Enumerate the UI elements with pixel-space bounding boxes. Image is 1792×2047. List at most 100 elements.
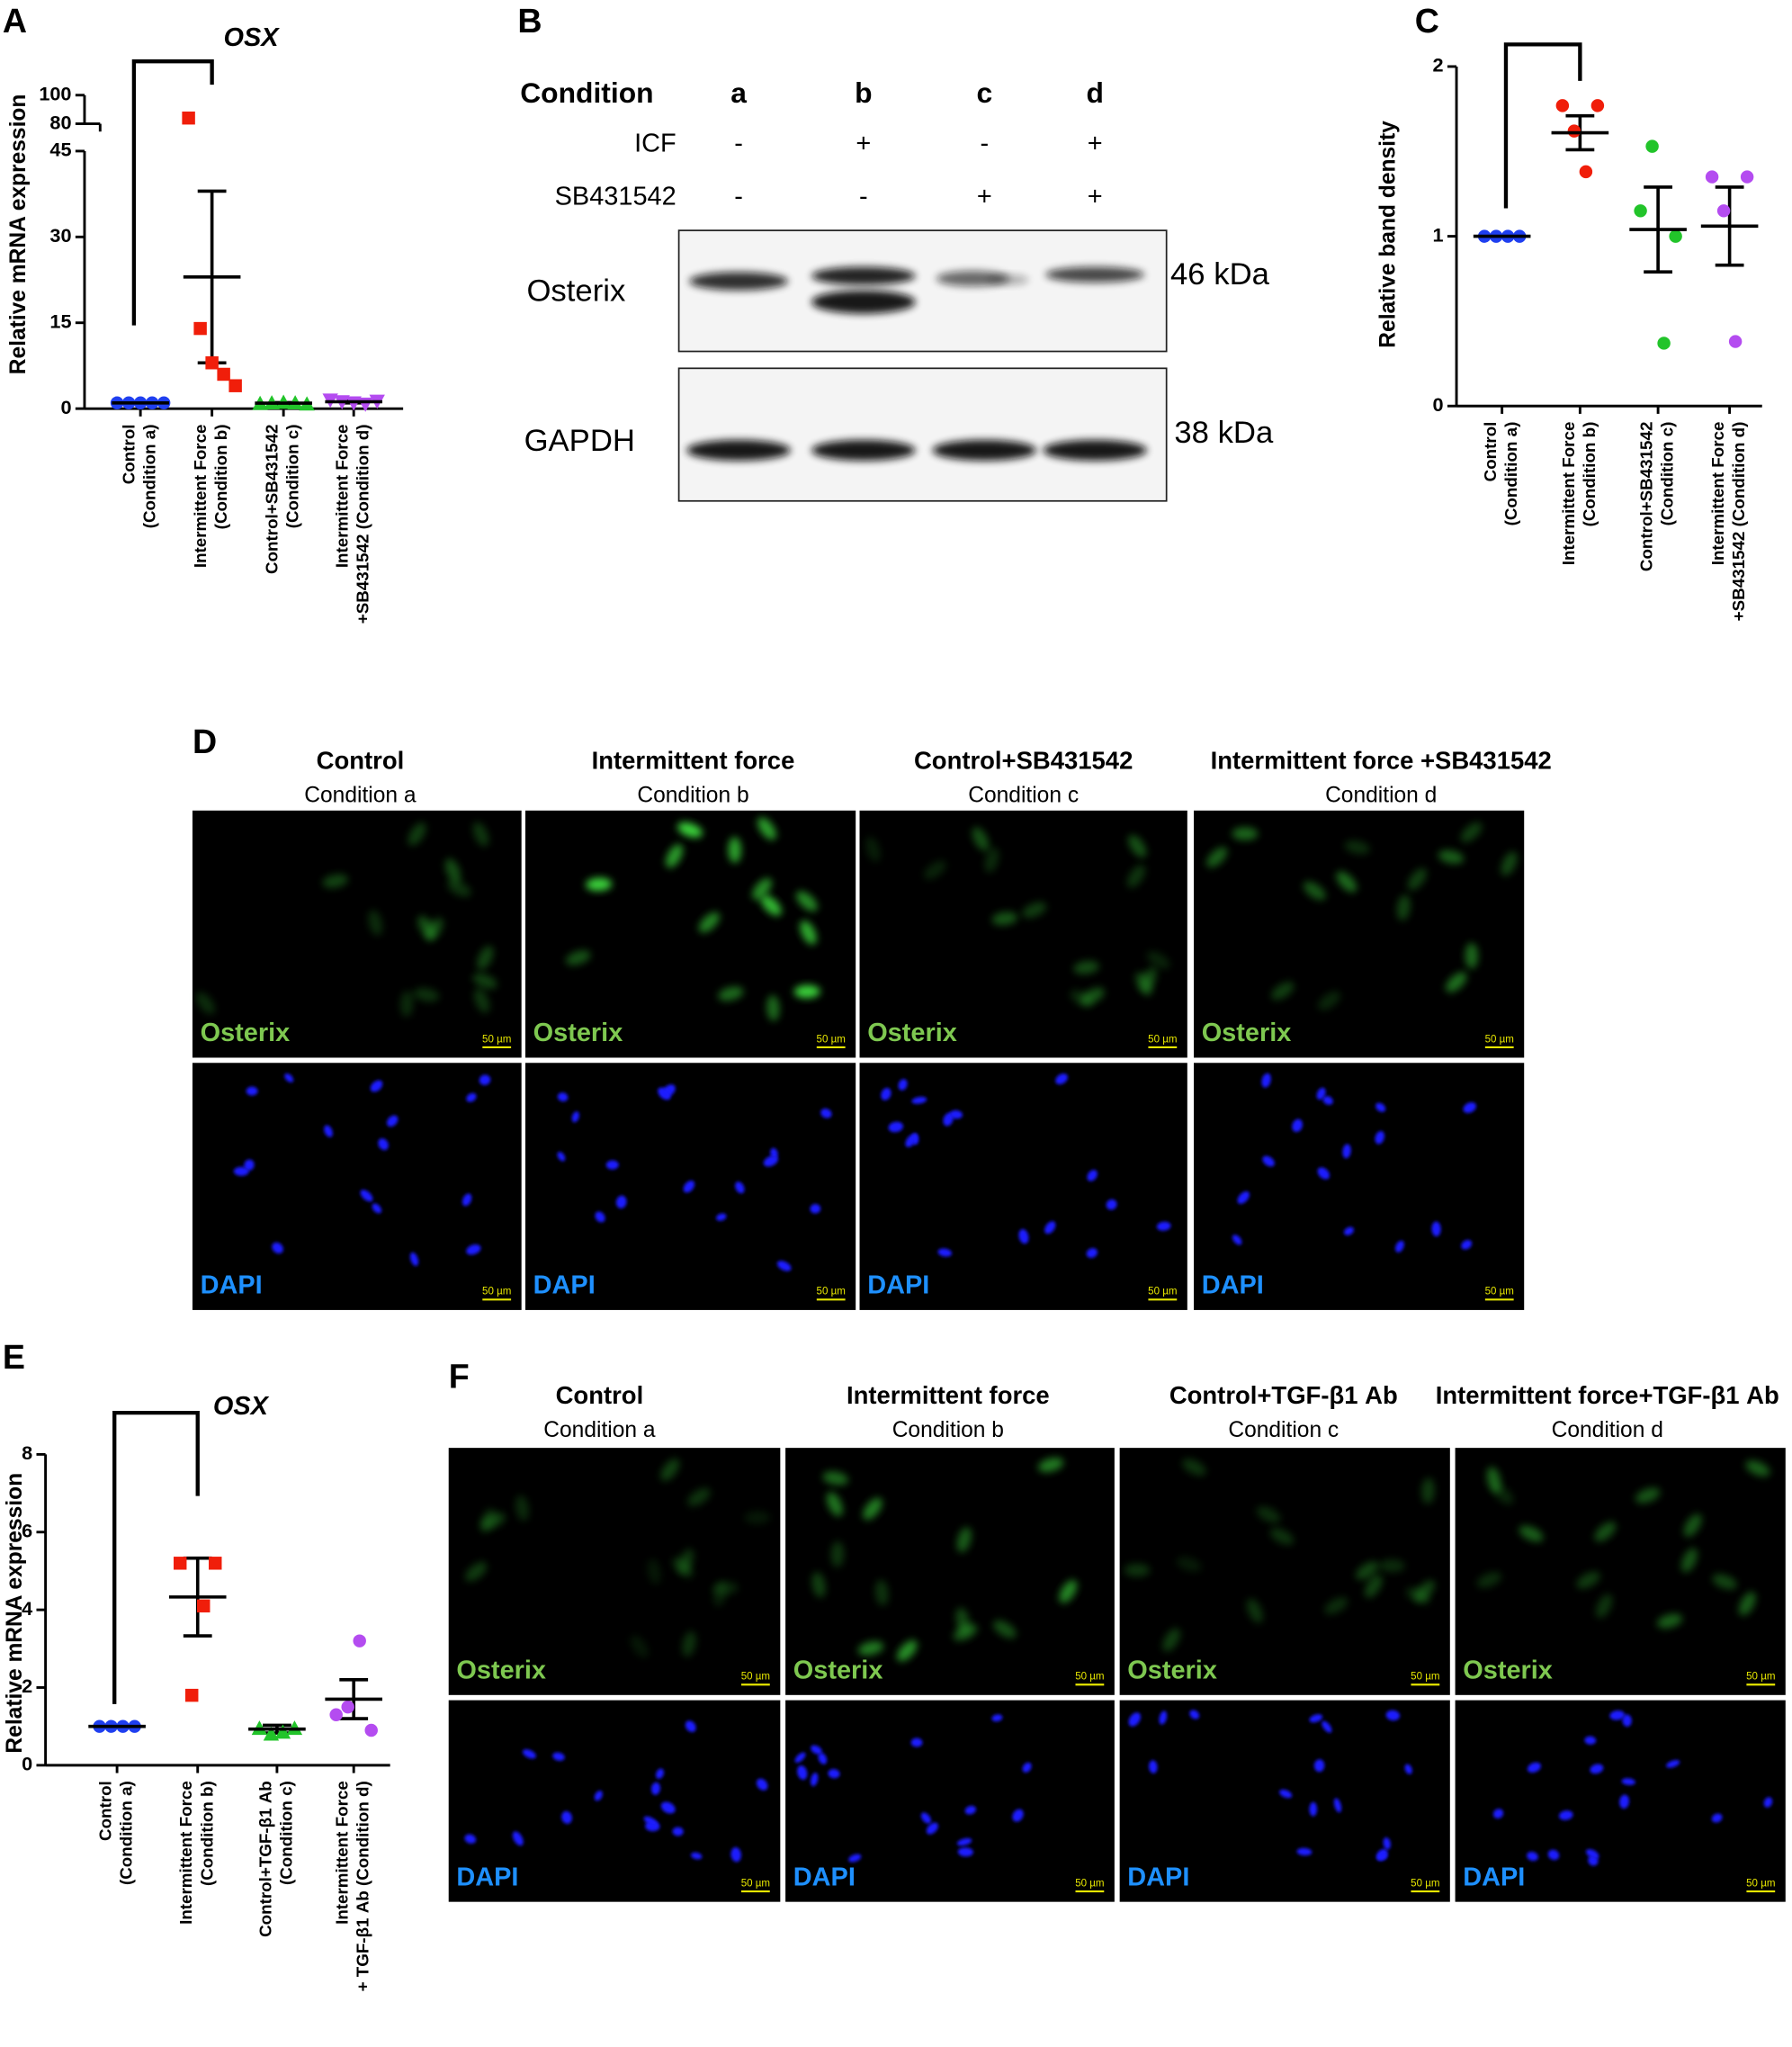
micrograph xyxy=(525,810,856,1058)
nucleus xyxy=(1292,1118,1303,1133)
nucleus xyxy=(920,1812,931,1824)
nucleus xyxy=(1619,1794,1630,1809)
nucleus xyxy=(1128,1712,1141,1727)
nucleus xyxy=(1343,1226,1354,1235)
cell-signal xyxy=(195,992,215,1015)
cell-signal xyxy=(1073,960,1099,974)
cell-signal xyxy=(712,1581,739,1595)
cell-signal xyxy=(1269,1528,1295,1545)
scale-bar-label: 50 µm xyxy=(482,1287,511,1297)
cell-signal xyxy=(874,1579,889,1606)
x-tick-label: (Condition c) xyxy=(283,424,302,528)
x-tick-label: (Condition c) xyxy=(1658,422,1677,526)
band xyxy=(811,439,916,461)
y-tick-label: 4 xyxy=(22,1597,32,1620)
cell-signal xyxy=(444,858,461,884)
nucleus xyxy=(735,1181,745,1194)
x-tick-label: Control xyxy=(1481,422,1500,482)
nucleus xyxy=(888,1121,904,1133)
cell-signal xyxy=(1271,982,1295,1001)
scale-bar-label: 50 µm xyxy=(1485,1287,1514,1297)
nucleus xyxy=(1309,1801,1318,1817)
nucleus xyxy=(898,1079,908,1091)
cell-signal xyxy=(425,918,444,941)
nucleus xyxy=(643,1816,658,1827)
cell-signal xyxy=(1303,881,1326,901)
cell-signal xyxy=(1396,894,1411,921)
micrograph xyxy=(448,1700,781,1902)
point xyxy=(1657,337,1671,350)
cell-signal xyxy=(1683,1513,1702,1538)
treatment-sign: - xyxy=(980,129,989,157)
point xyxy=(1716,204,1731,218)
channel-label: DAPI xyxy=(793,1863,856,1891)
treatment-sign: - xyxy=(734,183,743,211)
micrograph xyxy=(448,1448,781,1695)
cell-signal xyxy=(728,837,741,864)
nucleus xyxy=(1261,1073,1271,1088)
cell-signal xyxy=(647,1558,661,1585)
point xyxy=(1705,170,1719,184)
nucleus xyxy=(464,1834,477,1845)
channel-label: Osterix xyxy=(867,1019,957,1047)
nucleus xyxy=(409,1252,419,1266)
nucleus xyxy=(1189,1710,1200,1719)
scale-bar-label: 50 µm xyxy=(1411,1672,1439,1683)
x-tick-label: Control xyxy=(96,1781,115,1841)
nucleus xyxy=(479,1074,491,1086)
micrograph xyxy=(192,810,522,1058)
nucleus xyxy=(716,1213,727,1221)
point xyxy=(173,1557,187,1570)
nucleus xyxy=(818,1753,828,1764)
cell-signal xyxy=(1124,1563,1151,1577)
nucleus xyxy=(1333,1798,1342,1813)
blot-frame xyxy=(677,229,1168,353)
nucleus xyxy=(756,1778,768,1791)
y-tick-label: 2 xyxy=(22,1674,32,1697)
scale-bar-label: 50 µm xyxy=(1075,1878,1104,1889)
scale-bar-label: 50 µm xyxy=(1148,1287,1177,1297)
cell-signal xyxy=(1365,1575,1383,1598)
band xyxy=(811,266,916,285)
nucleus xyxy=(244,1159,255,1171)
cell-signal xyxy=(857,1641,884,1656)
cell-signal xyxy=(811,1572,826,1598)
cell-signal xyxy=(368,910,383,936)
point xyxy=(184,1688,199,1702)
cell-signal xyxy=(1657,1613,1683,1629)
nucleus xyxy=(794,1752,806,1764)
cell-signal xyxy=(399,991,414,1018)
x-tick-label: (Condition a) xyxy=(140,424,159,528)
treatment-label: ICF xyxy=(634,129,676,157)
point xyxy=(345,396,362,411)
nucleus xyxy=(1322,1720,1332,1733)
point xyxy=(1579,165,1593,179)
column-title: Intermittent force xyxy=(847,1381,1050,1409)
micrograph xyxy=(785,1700,1115,1902)
nucleus xyxy=(949,1109,963,1119)
nucleus xyxy=(1621,1778,1635,1785)
x-tick-label: + TGF-β1 Ab (Condition d) xyxy=(354,1781,372,1991)
cell-signal xyxy=(1476,1572,1502,1588)
channel-label: DAPI xyxy=(533,1271,596,1300)
point xyxy=(1590,99,1605,112)
cell-signal xyxy=(1738,1592,1756,1616)
nucleus xyxy=(881,1088,892,1100)
y-tick-label: 80 xyxy=(49,111,71,133)
nucleus xyxy=(1018,1229,1029,1244)
point xyxy=(1669,229,1682,243)
significance-bracket xyxy=(1503,42,1582,209)
nucleus xyxy=(360,1190,373,1202)
cell-signal xyxy=(1465,942,1479,969)
nucleus xyxy=(512,1831,524,1846)
y-tick-label: 100 xyxy=(39,82,71,104)
cell-signal xyxy=(991,911,1018,926)
nucleus xyxy=(1404,1764,1412,1774)
point xyxy=(1634,204,1647,218)
cell-signal xyxy=(1126,865,1146,888)
band xyxy=(686,439,791,461)
cell-signal xyxy=(687,1487,711,1506)
point xyxy=(217,367,230,382)
nucleus xyxy=(1317,1167,1331,1180)
channel-label: DAPI xyxy=(1127,1863,1189,1891)
